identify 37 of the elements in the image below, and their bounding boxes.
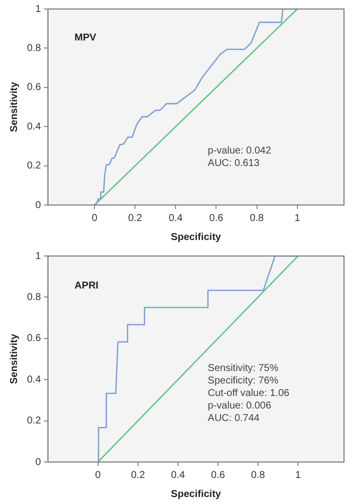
y-tick-label: 1 <box>35 250 42 262</box>
y-tick-label: 0.8 <box>26 292 42 303</box>
x-tick-label: 1 <box>294 212 301 224</box>
annotation: AUC: 0.613 <box>208 158 260 169</box>
y-tick-label: 0.4 <box>26 374 42 386</box>
y-tick-label: 0 <box>35 200 42 211</box>
annotation: p-value: 0.006 <box>208 400 272 412</box>
text: MPV <box>74 32 97 44</box>
annotation: AUC: 0.744 <box>208 412 260 424</box>
y-tick-label: 0.8 <box>26 42 42 54</box>
x-tick-label: 0.2 <box>130 470 146 481</box>
y-tick-label: 0 <box>35 456 42 468</box>
annotation: Sensitivity: 75% <box>208 362 278 374</box>
x-tick-label: 0.4 <box>168 212 184 224</box>
y-axis-title: Sensitivity <box>8 334 20 384</box>
x-tick-label: 0.6 <box>209 212 224 224</box>
x-tick-label: 0.8 <box>251 470 266 481</box>
y-axis-title: Sensitivity <box>8 82 20 132</box>
annotation: Cut-off value: 1.06 <box>208 388 290 399</box>
x-tick-label: 0.8 <box>250 212 264 224</box>
x-tick-label: 0.4 <box>170 470 186 481</box>
y-tick-label: 0.2 <box>26 160 42 172</box>
annotation: Specificity: 76% <box>208 375 278 386</box>
text: APRI <box>74 280 99 292</box>
y-tick-label: 1 <box>35 4 42 15</box>
y-tick-label: 0.6 <box>26 333 42 344</box>
y-tick-label: 0.6 <box>26 82 42 94</box>
x-tick-label: 0 <box>95 470 102 481</box>
annotation: p-value: 0.042 <box>208 145 272 156</box>
x-tick-label: 0.2 <box>128 212 142 224</box>
x-tick-label: 0.6 <box>211 470 226 481</box>
x-tick-label: 0 <box>92 212 98 224</box>
y-tick-label: 0.4 <box>26 121 42 132</box>
y-tick-label: 0.2 <box>26 416 42 427</box>
x-axis-title: Specificity <box>170 488 222 500</box>
x-tick-label: 1 <box>295 470 302 481</box>
x-axis-title: Specificity <box>170 232 222 243</box>
